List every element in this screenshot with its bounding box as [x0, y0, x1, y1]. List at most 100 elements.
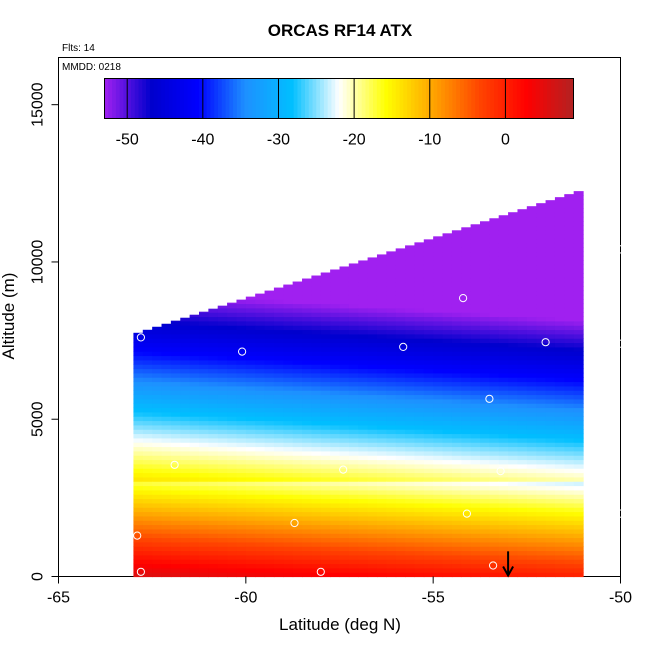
heatmap-cell: [348, 377, 359, 383]
heatmap-cell: [573, 472, 584, 478]
heatmap-cell: [489, 264, 500, 270]
heatmap-cell: [283, 485, 294, 491]
heatmap-cell: [564, 234, 575, 240]
heatmap-cell: [367, 554, 378, 560]
heatmap-cell: [517, 342, 528, 348]
heatmap-cell: [461, 355, 472, 361]
heatmap-cell: [161, 472, 172, 478]
heatmap-cell: [133, 567, 144, 573]
heatmap-cell: [283, 476, 294, 482]
heatmap-cell: [376, 372, 387, 378]
heatmap-cell: [217, 429, 228, 435]
heatmap-cell: [227, 459, 238, 465]
heatmap-cell: [405, 329, 416, 335]
heatmap-cell: [480, 368, 490, 374]
heatmap-cell: [414, 407, 425, 413]
heatmap-cell: [386, 437, 397, 443]
heatmap-cell: [498, 238, 509, 244]
heatmap-cell: [367, 567, 378, 573]
heatmap-cell: [348, 524, 359, 530]
heatmap-cell: [423, 342, 434, 348]
heatmap-cell: [264, 472, 275, 478]
heatmap-cell: [423, 537, 434, 543]
heatmap-cell: [208, 394, 219, 400]
heatmap-cell: [376, 390, 387, 396]
heatmap-cell: [264, 498, 275, 504]
heatmap-cell: [442, 472, 453, 478]
heatmap-cell: [236, 364, 247, 370]
heatmap-cell: [358, 273, 369, 279]
heatmap-cell: [133, 364, 144, 370]
heatmap-cell: [339, 355, 350, 361]
heatmap-cell: [227, 302, 238, 305]
heatmap-cell: [526, 502, 537, 508]
heatmap-cell: [526, 450, 537, 456]
heatmap-cell: [152, 502, 163, 508]
heatmap-cell: [405, 281, 416, 287]
heatmap-cell: [517, 524, 528, 530]
heatmap-cell: [142, 472, 153, 478]
heatmap-cell: [227, 429, 238, 435]
heatmap-cell: [292, 468, 303, 474]
heatmap-cell: [152, 364, 163, 370]
heatmap-cell: [142, 403, 153, 409]
heatmap-cell: [480, 242, 490, 248]
heatmap-cell: [311, 299, 322, 305]
heatmap-cell: [320, 559, 331, 565]
heatmap-cell: [564, 316, 575, 322]
heatmap-cell: [152, 442, 163, 448]
colorbar-segment: [414, 78, 419, 119]
colorbar-segment: [539, 78, 544, 119]
heatmap-cell: [526, 472, 537, 478]
heatmap-cell: [414, 437, 425, 443]
heatmap-cell: [480, 528, 490, 534]
heatmap-cell: [526, 520, 537, 526]
heatmap-cell: [292, 511, 303, 517]
heatmap-cell: [227, 351, 238, 357]
heatmap-cell: [451, 403, 462, 409]
colorbar-tick-label: -40: [191, 132, 214, 149]
heatmap-cell: [376, 264, 387, 270]
heatmap-cell: [517, 481, 528, 487]
heatmap-cell: [320, 368, 331, 374]
heatmap-cell: [255, 299, 266, 305]
heatmap-cell: [189, 372, 200, 378]
heatmap-cell: [264, 303, 275, 309]
heatmap-cell: [554, 260, 565, 266]
heatmap-cell: [264, 567, 275, 573]
heatmap-cell: [564, 368, 575, 374]
heatmap-cell: [498, 554, 509, 560]
heatmap-cell: [376, 346, 387, 352]
heatmap-cell: [376, 550, 387, 556]
heatmap-cell: [227, 320, 238, 326]
heatmap-cell: [564, 372, 575, 378]
heatmap-cell: [386, 377, 397, 383]
heatmap-cell: [217, 498, 228, 504]
heatmap-cell: [517, 359, 528, 365]
heatmap-cell: [133, 346, 144, 352]
heatmap-cell: [395, 442, 406, 448]
heatmap-cell: [330, 563, 341, 569]
heatmap-cell: [180, 481, 191, 487]
heatmap-cell: [264, 351, 275, 357]
heatmap-cell: [461, 381, 472, 387]
colorbar-segment: [157, 78, 162, 119]
heatmap-cell: [348, 364, 359, 370]
heatmap-cell: [358, 260, 369, 266]
heatmap-cell: [367, 390, 378, 396]
heatmap-cell: [217, 463, 228, 469]
heatmap-cell: [330, 572, 341, 578]
heatmap-cell: [358, 290, 369, 296]
heatmap-cell: [264, 550, 275, 556]
heatmap-cell: [273, 489, 284, 495]
heatmap-cell: [208, 459, 219, 465]
heatmap-cell: [273, 359, 284, 365]
heatmap-cell: [170, 424, 181, 430]
heatmap-cell: [517, 398, 528, 404]
heatmap-cell: [320, 498, 331, 504]
heatmap-cell: [217, 338, 228, 344]
heatmap-cell: [517, 546, 528, 552]
heatmap-cell: [283, 541, 294, 547]
heatmap-cell: [573, 494, 584, 500]
heatmap-cell: [545, 247, 556, 253]
